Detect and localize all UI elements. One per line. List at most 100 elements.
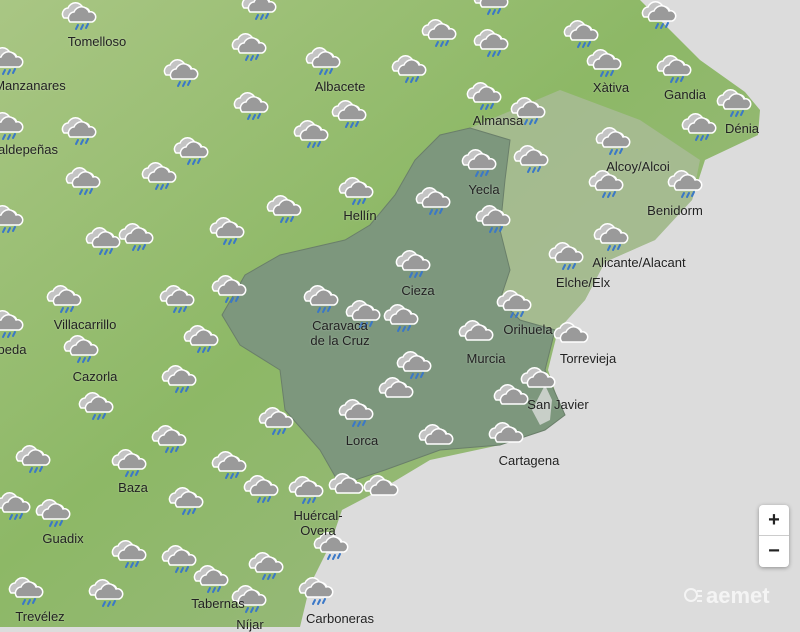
rain-cloud-icon[interactable] bbox=[388, 51, 428, 85]
cloud-icon[interactable] bbox=[517, 363, 557, 397]
rain-cloud-icon[interactable] bbox=[493, 286, 533, 320]
rain-cloud-icon[interactable] bbox=[285, 472, 325, 506]
rain-cloud-icon[interactable] bbox=[335, 173, 375, 207]
rain-cloud-icon[interactable] bbox=[310, 528, 350, 562]
rain-cloud-icon[interactable] bbox=[190, 561, 230, 595]
rain-cloud-icon[interactable] bbox=[300, 281, 340, 315]
rain-cloud-icon[interactable] bbox=[392, 246, 432, 280]
city-label: Níjar bbox=[236, 617, 264, 632]
rain-cloud-icon[interactable] bbox=[12, 441, 52, 475]
rain-cloud-icon[interactable] bbox=[60, 331, 100, 365]
city-label: Alcoy/Alcoi bbox=[606, 159, 670, 174]
rain-cloud-icon[interactable] bbox=[245, 548, 285, 582]
rain-cloud-icon[interactable] bbox=[0, 108, 25, 142]
rain-cloud-icon[interactable] bbox=[638, 0, 678, 31]
rain-cloud-icon[interactable] bbox=[158, 361, 198, 395]
rain-cloud-icon[interactable] bbox=[302, 43, 342, 77]
rain-cloud-icon[interactable] bbox=[412, 183, 452, 217]
rain-cloud-icon[interactable] bbox=[108, 536, 148, 570]
rain-cloud-icon[interactable] bbox=[5, 573, 45, 607]
rain-cloud-icon[interactable] bbox=[418, 15, 458, 49]
rain-cloud-icon[interactable] bbox=[108, 445, 148, 479]
rain-cloud-icon[interactable] bbox=[62, 163, 102, 197]
rain-cloud-icon[interactable] bbox=[263, 191, 303, 225]
rain-cloud-icon[interactable] bbox=[458, 145, 498, 179]
rain-cloud-icon[interactable] bbox=[510, 141, 550, 175]
cloud-icon[interactable] bbox=[415, 420, 455, 454]
cloud-icon[interactable] bbox=[490, 380, 530, 414]
rain-cloud-icon[interactable] bbox=[393, 347, 433, 381]
cloud-icon[interactable] bbox=[375, 373, 415, 407]
rain-cloud-icon[interactable] bbox=[545, 238, 585, 272]
city-label: Benidorm bbox=[647, 203, 703, 218]
rain-cloud-icon[interactable] bbox=[230, 88, 270, 122]
cloud-icon[interactable] bbox=[550, 318, 590, 352]
rain-cloud-icon[interactable] bbox=[470, 25, 510, 59]
city-label: Almansa bbox=[472, 113, 524, 128]
aemet-logo-icon bbox=[683, 585, 703, 603]
rain-cloud-icon[interactable] bbox=[0, 43, 25, 77]
rain-cloud-icon[interactable] bbox=[713, 85, 753, 119]
rain-cloud-icon[interactable] bbox=[85, 575, 125, 609]
city-label: Tabernas bbox=[191, 596, 245, 611]
rain-cloud-icon[interactable] bbox=[158, 541, 198, 575]
cloud-icon[interactable] bbox=[455, 316, 495, 350]
rain-cloud-icon[interactable] bbox=[75, 388, 115, 422]
rain-cloud-icon[interactable] bbox=[238, 0, 278, 22]
rain-cloud-icon[interactable] bbox=[208, 271, 248, 305]
rain-cloud-icon[interactable] bbox=[335, 395, 375, 429]
rain-cloud-icon[interactable] bbox=[138, 158, 178, 192]
cloud-icon[interactable] bbox=[485, 418, 525, 452]
rain-cloud-icon[interactable] bbox=[560, 16, 600, 50]
rain-cloud-icon[interactable] bbox=[653, 51, 693, 85]
rain-cloud-icon[interactable] bbox=[180, 321, 220, 355]
cloud-icon[interactable] bbox=[325, 469, 365, 503]
city-label: Alicante/Alacant bbox=[592, 255, 686, 270]
zoom-in-button[interactable]: + bbox=[759, 505, 789, 536]
rain-cloud-icon[interactable] bbox=[472, 201, 512, 235]
rain-cloud-icon[interactable] bbox=[678, 109, 718, 143]
rain-cloud-icon[interactable] bbox=[32, 495, 72, 529]
rain-cloud-icon[interactable] bbox=[160, 55, 200, 89]
rain-cloud-icon[interactable] bbox=[342, 296, 382, 330]
rain-cloud-icon[interactable] bbox=[58, 113, 98, 147]
rain-cloud-icon[interactable] bbox=[165, 483, 205, 517]
rain-cloud-icon[interactable] bbox=[206, 213, 246, 247]
rain-cloud-icon[interactable] bbox=[255, 403, 295, 437]
zoom-out-button[interactable]: − bbox=[768, 540, 780, 562]
city-label: Cazorla bbox=[72, 369, 118, 384]
rain-cloud-icon[interactable] bbox=[43, 281, 83, 315]
rain-cloud-icon[interactable] bbox=[664, 166, 704, 200]
rain-cloud-icon[interactable] bbox=[228, 581, 268, 615]
rain-cloud-icon[interactable] bbox=[0, 201, 25, 235]
rain-cloud-icon[interactable] bbox=[328, 96, 368, 130]
rain-cloud-icon[interactable] bbox=[170, 133, 210, 167]
city-label: Guadix bbox=[42, 531, 84, 546]
rain-cloud-icon[interactable] bbox=[463, 78, 503, 112]
rain-cloud-icon[interactable] bbox=[0, 488, 32, 522]
cloud-icon[interactable] bbox=[360, 471, 400, 505]
rain-cloud-icon[interactable] bbox=[470, 0, 510, 17]
rain-cloud-icon[interactable] bbox=[148, 421, 188, 455]
city-label: beda bbox=[0, 342, 27, 357]
rain-cloud-icon[interactable] bbox=[58, 0, 98, 32]
city-label: Cartagena bbox=[498, 453, 560, 468]
rain-cloud-icon[interactable] bbox=[82, 223, 122, 257]
city-label: Elche/Elx bbox=[555, 275, 611, 290]
rain-cloud-icon[interactable] bbox=[585, 166, 625, 200]
rain-cloud-icon[interactable] bbox=[228, 29, 268, 63]
rain-cloud-icon[interactable] bbox=[290, 116, 330, 150]
rain-cloud-icon[interactable] bbox=[115, 219, 155, 253]
rain-cloud-icon[interactable] bbox=[507, 93, 547, 127]
rain-cloud-icon[interactable] bbox=[156, 281, 196, 315]
rain-cloud-icon[interactable] bbox=[380, 300, 420, 334]
rain-cloud-icon[interactable] bbox=[208, 447, 248, 481]
rain-cloud-icon[interactable] bbox=[0, 306, 25, 340]
rain-cloud-icon[interactable] bbox=[583, 45, 623, 79]
city-label: Trevélez bbox=[15, 609, 65, 624]
rain-cloud-icon[interactable] bbox=[295, 573, 335, 607]
rain-cloud-icon[interactable] bbox=[592, 123, 632, 157]
rain-cloud-icon[interactable] bbox=[240, 471, 280, 505]
city-label: Carboneras bbox=[306, 611, 374, 626]
rain-cloud-icon[interactable] bbox=[590, 219, 630, 253]
